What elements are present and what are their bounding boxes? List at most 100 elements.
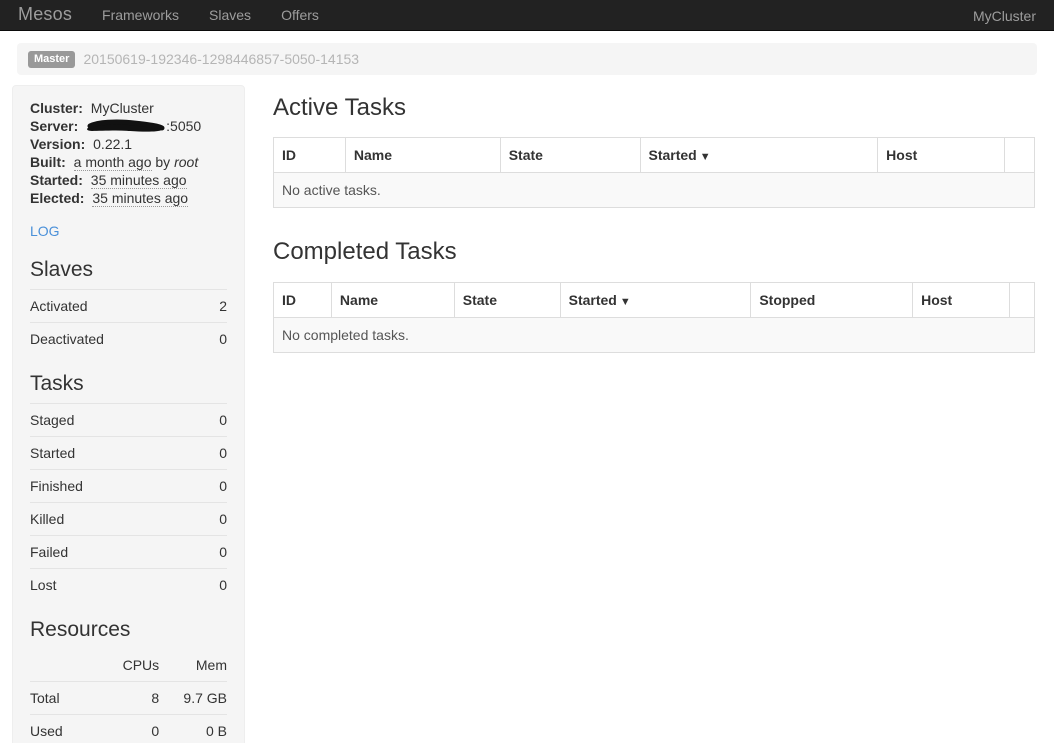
sidebar-heading-tasks: Tasks [30, 372, 84, 396]
active-tasks-empty-message: No active tasks. [273, 172, 1035, 208]
completed-tasks-empty-message: No completed tasks. [273, 316, 1035, 353]
active-tasks-col-started[interactable]: Started ▼ [639, 137, 879, 174]
meta-key-built: Built: [30, 154, 66, 170]
built-by-user: root [174, 154, 199, 170]
table-row: Activated 2 [30, 289, 227, 323]
resources-header-row: CPUs Mem [30, 649, 227, 683]
navbar-brand-mesos[interactable]: Mesos [18, 4, 73, 25]
breadcrumb: Master 20150619-192346-1298446857-5050-1… [17, 43, 1037, 75]
sidebar-heading-slaves: Slaves [30, 258, 94, 281]
built-relative-time: a month ago [73, 154, 152, 171]
table-row: Lost 0 [30, 568, 227, 602]
meta-row-cluster: Cluster: MyCluster [30, 99, 227, 117]
completed-tasks-col-state[interactable]: State [453, 282, 561, 318]
slaves-row-value-activated: 2 [208, 289, 227, 323]
active-tasks-col-actions [1003, 137, 1035, 174]
meta-value-started: 35 minutes ago [90, 172, 187, 189]
nav-link-slaves[interactable]: Slaves [209, 7, 252, 23]
meta-key-elected: Elected: [30, 190, 85, 206]
resources-row-cpus-used: 0 [102, 714, 160, 743]
meta-key-started: Started: [30, 172, 83, 188]
completed-tasks-table: ID Name State Started ▼ Stopped Host No c… [273, 281, 1035, 353]
active-tasks-col-name[interactable]: Name [344, 137, 501, 174]
built-by-text: by [151, 154, 175, 170]
completed-tasks-col-name[interactable]: Name [330, 282, 455, 318]
status-badge-master: Master [28, 50, 76, 68]
slaves-row-label-activated: Activated [30, 289, 209, 323]
resources-table: CPUs Mem Total 8 9.7 GB Used 0 0 B Offer… [30, 649, 227, 743]
master-meta-list: Cluster: MyCluster Server: :5050 Version… [30, 99, 227, 207]
table-row: Staged 0 [30, 403, 227, 437]
table-row: Deactivated 0 [30, 322, 227, 356]
tasks-row-label-lost: Lost [30, 568, 202, 602]
nav-link-offers[interactable]: Offers [281, 7, 319, 23]
nav-item-frameworks[interactable]: Frameworks [87, 5, 194, 25]
completed-tasks-header-row: ID Name State Started ▼ Stopped Host [273, 282, 1035, 318]
active-tasks-col-state[interactable]: State [499, 137, 641, 174]
navbar-cluster-name[interactable]: MyCluster [972, 7, 1036, 24]
active-tasks-col-id[interactable]: ID [273, 137, 346, 174]
resources-header-blank [30, 649, 103, 683]
meta-value-version: 0.22.1 [93, 136, 133, 152]
meta-value-cluster: MyCluster [90, 100, 154, 116]
meta-key-server: Server: [30, 118, 79, 134]
active-tasks-col-host[interactable]: Host [877, 137, 1005, 174]
slaves-row-value-deactivated: 0 [208, 322, 227, 356]
nav-item-slaves[interactable]: Slaves [194, 5, 266, 25]
resources-row-mem-used: 0 B [159, 714, 227, 743]
tasks-row-value-lost: 0 [201, 568, 227, 602]
completed-tasks-col-host[interactable]: Host [912, 282, 1010, 318]
completed-tasks-col-started-label: Started [568, 291, 617, 308]
tasks-row-value-failed: 0 [201, 535, 227, 569]
meta-key-cluster: Cluster: [30, 100, 83, 116]
tasks-row-value-started: 0 [201, 436, 227, 470]
sidebar-panel: Cluster: MyCluster Server: :5050 Version… [12, 85, 245, 743]
tasks-row-label-killed: Killed [30, 502, 202, 536]
table-row: Started 0 [30, 436, 227, 470]
breadcrumb-master-id: 20150619-192346-1298446857-5050-14153 [83, 51, 360, 67]
navbar-nav: Frameworks Slaves Offers [87, 5, 334, 25]
active-tasks-empty-row: No active tasks. [273, 172, 1035, 208]
completed-tasks-col-stopped[interactable]: Stopped [750, 282, 914, 318]
meta-value-elected: 35 minutes ago [92, 190, 189, 207]
tasks-row-value-killed: 0 [201, 502, 227, 536]
page-title-active-tasks: Active Tasks [273, 94, 406, 121]
tasks-row-value-staged: 0 [201, 403, 227, 437]
table-row: Killed 0 [30, 502, 227, 536]
log-link[interactable]: LOG [30, 223, 60, 239]
sort-desc-caret-icon: ▼ [619, 295, 631, 308]
tasks-row-label-failed: Failed [30, 535, 202, 569]
slaves-table: Activated 2 Deactivated 0 [30, 289, 227, 356]
meta-row-elected: Elected: 35 minutes ago [30, 189, 227, 207]
sort-desc-caret-icon: ▼ [699, 151, 711, 164]
tasks-summary-table: Staged 0 Started 0 Finished 0 Killed 0 F… [30, 403, 227, 602]
tasks-row-label-started: Started [30, 436, 202, 470]
resources-header-cpus: CPUs [102, 649, 160, 683]
top-navbar: Mesos Frameworks Slaves Offers MyCluster [0, 0, 1054, 31]
active-tasks-col-started-label: Started [648, 147, 697, 164]
nav-item-offers[interactable]: Offers [266, 5, 334, 25]
table-row: Total 8 9.7 GB [30, 681, 227, 715]
elected-relative-time: 35 minutes ago [92, 190, 189, 207]
meta-row-server: Server: :5050 [30, 117, 227, 135]
meta-key-version: Version: [30, 136, 86, 152]
nav-link-frameworks[interactable]: Frameworks [102, 7, 180, 23]
completed-tasks-col-actions [1008, 282, 1035, 318]
redaction-mark-icon [86, 119, 166, 133]
completed-tasks-col-id[interactable]: ID [273, 282, 332, 318]
active-tasks-header-row: ID Name State Started ▼ Host [273, 137, 1035, 174]
main-content: Active Tasks ID Name State Started ▼ Host… [260, 85, 1037, 353]
completed-tasks-col-started[interactable]: Started ▼ [559, 282, 752, 318]
tasks-row-value-finished: 0 [201, 469, 227, 503]
table-row: Finished 0 [30, 469, 227, 503]
slaves-row-label-deactivated: Deactivated [30, 322, 209, 356]
breadcrumb-wrapper: Master 20150619-192346-1298446857-5050-1… [0, 31, 1054, 75]
page-body: Cluster: MyCluster Server: :5050 Version… [0, 75, 1054, 743]
resources-row-cpus-total: 8 [102, 681, 160, 715]
table-row: Used 0 0 B [30, 714, 227, 743]
resources-header-mem: Mem [159, 649, 227, 683]
meta-value-server: :5050 [86, 118, 201, 134]
table-row: Failed 0 [30, 535, 227, 569]
page-title-completed-tasks: Completed Tasks [273, 238, 457, 266]
started-relative-time: 35 minutes ago [90, 172, 187, 189]
